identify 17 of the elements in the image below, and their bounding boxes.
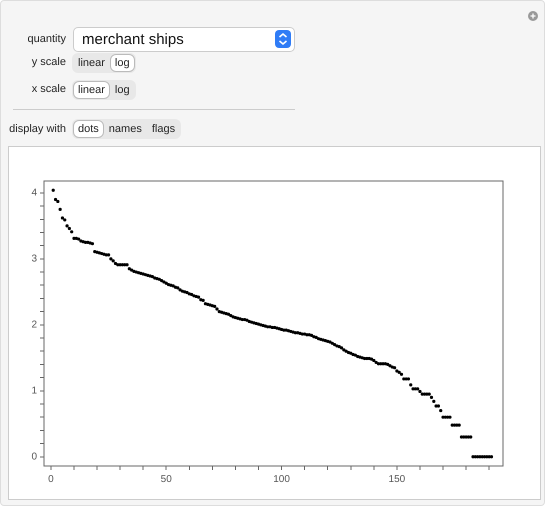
x-tick-label: 0 (48, 474, 54, 485)
x-tick-label: 150 (388, 474, 406, 485)
toggle-buttons: dots names flags (72, 119, 182, 139)
y-tick-label: 2 (31, 320, 38, 331)
toggle-buttons: linear log (72, 53, 136, 73)
quantity-dropdown: merchant ships (73, 27, 295, 52)
x-tick-label: 100 (273, 474, 290, 485)
text: x scale (30, 83, 66, 95)
y-tick-label: 1 (31, 386, 38, 397)
x-tick-label: 50 (160, 474, 172, 485)
text: y scale (30, 56, 66, 68)
text: quantity (26, 33, 66, 45)
y-tick-label: 4 (31, 188, 38, 199)
y-tick-label: 3 (31, 254, 38, 265)
text: display with (8, 123, 66, 135)
y-tick-label: 0 (31, 452, 38, 463)
toggle-buttons: linear log (72, 80, 136, 100)
